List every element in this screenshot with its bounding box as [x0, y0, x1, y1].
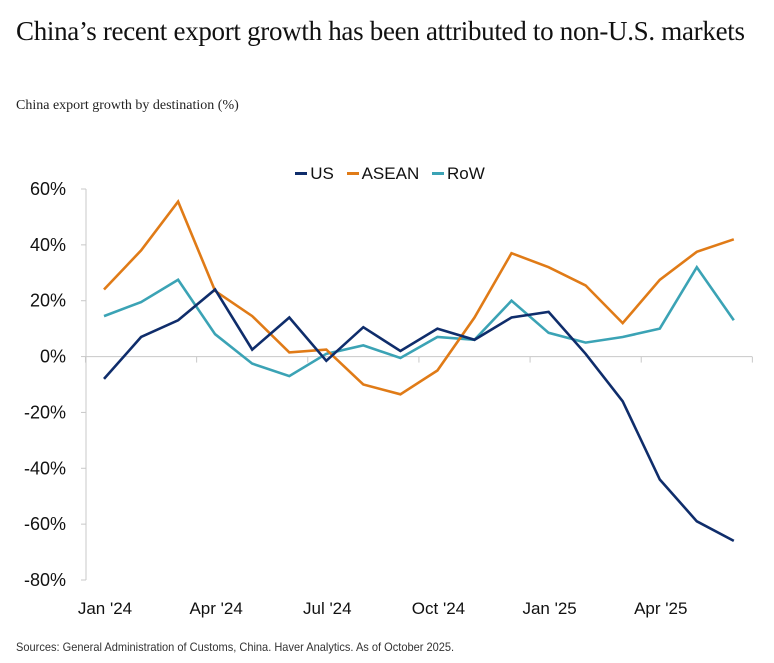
chart-subtitle: China export growth by destination (%)	[16, 98, 239, 113]
chart-title: China’s recent export growth has been at…	[16, 16, 745, 46]
x-tick-label: Apr '25	[634, 599, 687, 618]
legend-label-asean: ASEAN	[361, 164, 420, 183]
legend-swatch-row	[431, 172, 444, 176]
legend: US ASEAN RoW	[0, 164, 774, 184]
legend-swatch-asean	[346, 172, 359, 176]
y-tick-label: 60%	[30, 179, 66, 199]
y-tick-label: 0%	[40, 347, 66, 367]
axes	[81, 188, 753, 581]
series-line-row	[103, 264, 735, 378]
x-tick-label: Jul '24	[303, 599, 352, 618]
x-tick-label: Oct '24	[412, 599, 465, 618]
y-tick-label: -80%	[24, 570, 66, 590]
series-line-asean	[103, 199, 735, 396]
legend-item-row: RoW	[431, 164, 485, 184]
legend-label-row: RoW	[446, 164, 485, 183]
legend-label-us: US	[310, 164, 334, 183]
axis-labels: 60% 40% 20% 0% -20% -40% -60% -80% Jan '24 Apr '2…	[24, 179, 687, 618]
x-tick-label: Jan '25	[522, 599, 576, 618]
source-note: Sources: General Administration of Custo…	[16, 640, 455, 654]
legend-item-asean: ASEAN	[346, 164, 420, 184]
y-tick-label: -40%	[24, 458, 66, 478]
y-tick-label: 40%	[30, 235, 66, 255]
series-lines	[103, 199, 735, 543]
y-tick-label: 20%	[30, 291, 66, 311]
y-tick-label: -20%	[24, 402, 66, 422]
series-line-us	[103, 287, 735, 543]
x-tick-label: Jan '24	[78, 599, 132, 618]
y-tick-label: -60%	[24, 514, 66, 534]
x-tick-label: Apr '24	[189, 599, 242, 618]
legend-swatch-us	[295, 172, 308, 176]
legend-item-us: US	[295, 164, 334, 184]
